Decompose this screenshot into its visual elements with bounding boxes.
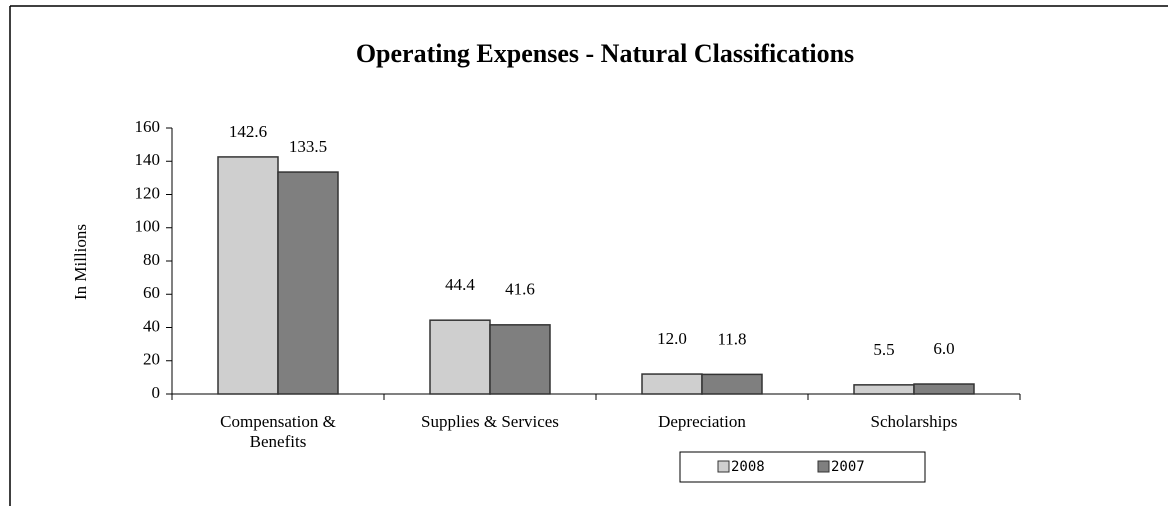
bar xyxy=(913,383,975,395)
y-tick-label: 0 xyxy=(152,383,161,402)
bar xyxy=(277,171,339,395)
x-label-box: Depreciation xyxy=(658,412,746,431)
value-label: 41.6 xyxy=(505,280,535,299)
legend-swatch xyxy=(817,460,830,473)
y-tick-label: 120 xyxy=(135,183,161,202)
value-label: 142.6 xyxy=(229,122,267,141)
bar xyxy=(429,319,491,395)
bar xyxy=(853,384,915,395)
x-label-box: Scholarships xyxy=(870,412,958,431)
x-label-box: Compensation & Benefits xyxy=(220,412,336,451)
y-tick-label: 100 xyxy=(135,217,161,236)
bar xyxy=(701,373,763,395)
y-tick-label: 140 xyxy=(135,150,161,169)
x-tick-label: Compensation & Benefits xyxy=(220,412,336,451)
value-label: 6.0 xyxy=(933,339,954,358)
bar xyxy=(489,324,551,395)
chart-title: Operating Expenses - Natural Classificat… xyxy=(356,39,854,68)
value-label: 11.8 xyxy=(717,329,746,348)
y-axis-label: In Millions xyxy=(71,224,90,300)
y-tick-label: 60 xyxy=(143,283,160,302)
y-tick-label: 160 xyxy=(135,117,161,136)
bar xyxy=(217,156,279,395)
y-tick-label: 80 xyxy=(143,250,160,269)
y-tick-label: 20 xyxy=(143,350,160,369)
legend-swatch xyxy=(717,460,730,473)
legend-label: 2007 xyxy=(831,459,865,475)
value-label: 44.4 xyxy=(445,275,475,294)
x-tick-label: Supplies & Services xyxy=(421,412,559,431)
value-label: 133.5 xyxy=(289,137,327,156)
x-label-box: Supplies & Services xyxy=(421,412,559,431)
bar xyxy=(641,373,703,395)
x-tick-label: Depreciation xyxy=(658,412,746,431)
value-label: 5.5 xyxy=(873,340,894,359)
value-label: 12.0 xyxy=(657,329,687,348)
legend-box xyxy=(679,451,926,483)
x-tick-label: Scholarships xyxy=(870,412,958,431)
legend-label: 2008 xyxy=(731,459,765,475)
y-tick-label: 40 xyxy=(143,316,160,335)
